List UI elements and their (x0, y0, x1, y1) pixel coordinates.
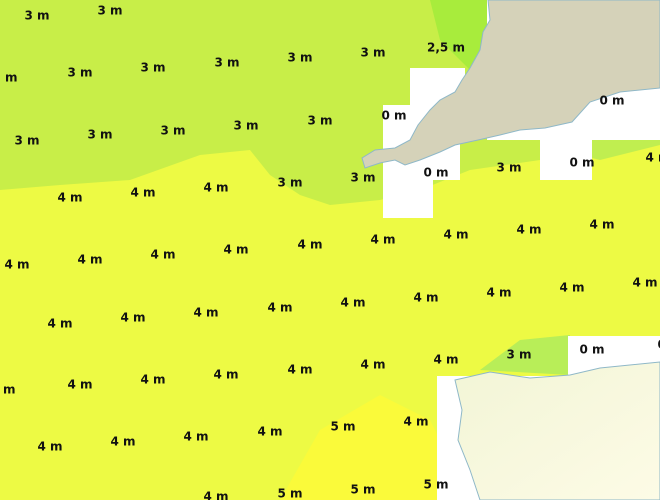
wave-height-label: 4 m (150, 248, 175, 262)
wave-height-label: 4 m (632, 276, 657, 290)
wave-height-label: 4 m (77, 253, 102, 267)
wave-height-label: 5 m (330, 420, 355, 434)
wave-height-label: 4 m (223, 243, 248, 257)
wave-height-label: 4 m (57, 191, 82, 205)
labels: 3 m 3 m 3 m 3 m 3 m 3 m 3 m 3 m 2,5 m 3 m 3 m 3 m 3 … (0, 4, 660, 500)
wave-height-label: 5 m (277, 487, 302, 500)
wave-height-label: 4 m (486, 286, 511, 300)
wave-height-label: 0 m (579, 343, 604, 357)
wave-height-label: 5 m (423, 478, 448, 492)
wave-height-label: 3 m (160, 124, 185, 138)
wave-height-label: 4 m (267, 301, 292, 315)
wave-height-label: 0 m (599, 94, 624, 108)
land-england (361, 0, 660, 169)
wave-height-label: 4 m (297, 238, 322, 252)
wave-height-label: 4 m (403, 415, 428, 429)
wave-height-label: 3 m (307, 114, 332, 128)
wave-height-label: 3 m (24, 9, 49, 23)
wave-height-label: 4 m (67, 378, 92, 392)
sea-5m (280, 395, 470, 500)
wave-height-label: 4 m (47, 317, 72, 331)
wave-height-label: 2,5 m (427, 41, 465, 55)
wave-height-label: 4 m (370, 233, 395, 247)
wave-height-label: 4 m (340, 296, 365, 310)
wave-height-label: 3 m (67, 66, 92, 80)
wave-height-label: 0 m (381, 109, 406, 123)
wave-height-label: 3 m (214, 56, 239, 70)
wave-height-label: 4 m (433, 353, 458, 367)
wave-height-label: 0 m (569, 156, 594, 170)
wave-height-label: 3 m (233, 119, 258, 133)
wave-height-label: 4 m (559, 281, 584, 295)
wave-height-label: 4 m (4, 258, 29, 272)
wave-height-label: 4 m (140, 373, 165, 387)
wave-height-label: 3 m (97, 4, 122, 18)
wave-height-label: 4 m (443, 228, 468, 242)
wave-height-label: 4 m (287, 363, 312, 377)
wave-height-label: 0 m (657, 338, 660, 352)
wave-height-label: 3 m (496, 161, 521, 175)
wave-height-label: 4 m (120, 311, 145, 325)
wave-height-label: 4 m (360, 358, 385, 372)
wave-height-label: 4 m (130, 186, 155, 200)
wave-height-label: 4 m (645, 151, 660, 165)
land-france (454, 361, 660, 500)
wave-height-label: 4 m (110, 435, 135, 449)
wave-height-label: 3 m (360, 46, 385, 60)
wave-height-label: 4 m (183, 430, 208, 444)
wave-height-label: 4 m (203, 490, 228, 500)
wave-height-label: 3 m (277, 176, 302, 190)
wave-height-label: 5 m (350, 483, 375, 497)
wave-height-label: 4 m (413, 291, 438, 305)
wave-height-label: 4 m (0, 383, 16, 397)
wave-height-label: 4 m (193, 306, 218, 320)
wave-height-label: 0 m (423, 166, 448, 180)
wave-height-label: 3 m (287, 51, 312, 65)
wave-height-label: 3 m (506, 348, 531, 362)
wave-height-label: 3 m (140, 61, 165, 75)
wave-height-label: 4 m (37, 440, 62, 454)
wave-height-label: 4 m (516, 223, 541, 237)
wave-height-label: 3 m (0, 71, 18, 85)
wave-height-label: 3 m (350, 171, 375, 185)
wave-height-label: 4 m (213, 368, 238, 382)
wave-height-label: 3 m (14, 134, 39, 148)
wave-height-label: 4 m (257, 425, 282, 439)
wave-height-label: 3 m (87, 128, 112, 142)
wave-height-label: 4 m (203, 181, 228, 195)
wave-height-label: 4 m (589, 218, 614, 232)
sea-low (480, 335, 570, 375)
